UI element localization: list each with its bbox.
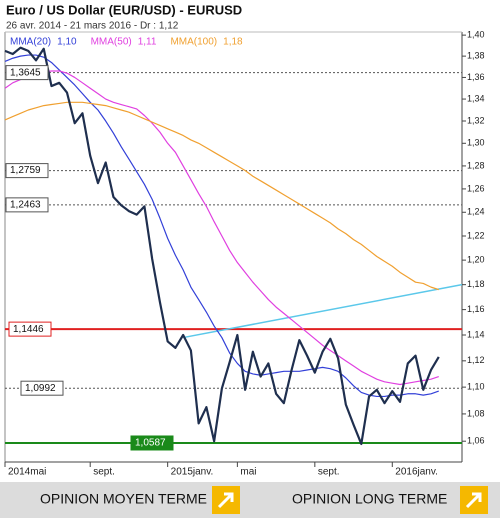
arrow-icon	[465, 492, 482, 509]
chart-subtitle: 26 avr. 2014 - 21 mars 2016 - Dr : 1,12	[6, 21, 179, 32]
ma-line	[4, 54, 439, 398]
footer-band	[0, 482, 500, 518]
ma-line	[4, 101, 439, 291]
y-tick-label: 1,22	[467, 230, 485, 240]
level-label: 1,0587	[135, 438, 166, 449]
legend-value: 1,18	[223, 37, 243, 48]
level-label-box	[20, 380, 64, 396]
legend-name: MMA(20)	[10, 37, 51, 48]
y-tick-label: 1,14	[467, 329, 485, 339]
x-tick-label: 2014mai	[8, 467, 46, 478]
y-tick-label: 1,30	[467, 138, 485, 148]
trend-line	[183, 283, 463, 339]
y-tick-label: 1,16	[467, 304, 485, 314]
y-tick-label: 1,08	[467, 408, 485, 418]
y-tick-label: 1,40	[467, 29, 485, 39]
y-tick-label: 1,12	[467, 355, 485, 365]
button-label[interactable]: OPINION LONG TERME	[292, 491, 447, 507]
x-tick-label: sept.	[318, 467, 340, 478]
legend-value: 1,11	[138, 37, 157, 48]
legend-value: 1,10	[57, 37, 77, 48]
level-label: 1,0992	[25, 383, 56, 394]
price-line	[4, 46, 440, 446]
y-tick-label: 1,32	[467, 115, 485, 125]
level-label: 1,1446	[13, 324, 44, 335]
x-tick-label: 2016janv.	[395, 467, 438, 478]
level-label-box	[8, 321, 52, 337]
x-tick-label: 2015janv.	[171, 467, 214, 478]
level-label-box	[130, 435, 174, 451]
arrow-icon	[217, 492, 234, 509]
y-tick-label: 1,06	[467, 436, 485, 446]
y-tick-label: 1,38	[467, 51, 485, 61]
y-tick-label: 1,10	[467, 382, 485, 392]
x-tick-label: sept.	[93, 467, 115, 478]
level-label: 1,3645	[10, 67, 41, 78]
chart-title: Euro / US Dollar (EUR/USD) - EURUSD	[6, 2, 242, 17]
y-tick-label: 1,20	[467, 255, 485, 265]
legend-name: MMA(100)	[170, 37, 217, 48]
level-label: 1,2759	[10, 165, 41, 176]
level-label: 1,2463	[10, 200, 41, 211]
y-tick-label: 1,18	[467, 279, 485, 289]
ma-line	[4, 70, 439, 386]
y-tick-label: 1,34	[467, 93, 485, 103]
level-label-box	[5, 65, 49, 81]
y-tick-label: 1,24	[467, 207, 485, 217]
legend-name: MMA(50)	[91, 37, 132, 48]
button-label[interactable]: OPINION MOYEN TERME	[40, 491, 207, 507]
y-tick-label: 1,26	[467, 183, 485, 193]
y-tick-label: 1,28	[467, 160, 485, 170]
opinion-button[interactable]: OPINION MOYEN TERME	[40, 486, 240, 514]
plot-area	[4, 31, 463, 463]
x-tick-label: mai	[240, 467, 256, 478]
opinion-button[interactable]: OPINION LONG TERME	[292, 486, 488, 514]
level-label-box	[5, 163, 49, 179]
y-tick-label: 1,36	[467, 72, 485, 82]
level-label-box	[5, 197, 49, 213]
